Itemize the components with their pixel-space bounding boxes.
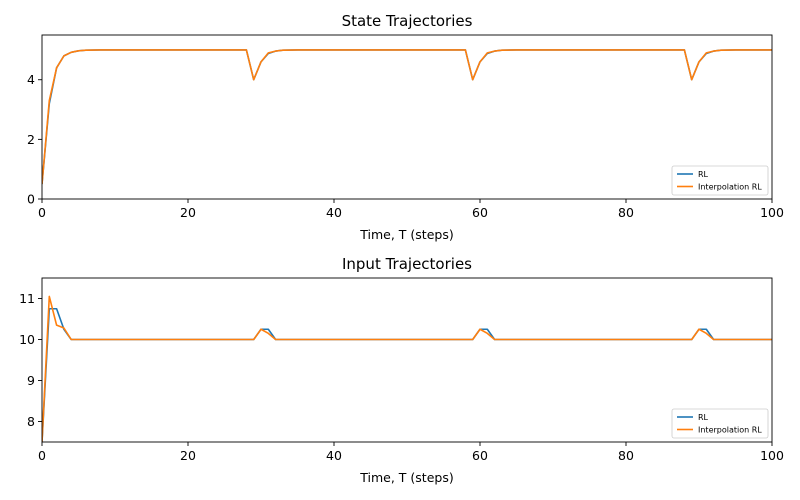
x-tick-label: 100 [760,205,784,220]
chart-panel-2: Input Trajectories 0 20 40 60 80 100 8 9 10 11 Time… [19,255,784,485]
chart-panel-1: State Trajectories 0 20 40 60 80 100 0 2 4 Time, T… [27,12,784,242]
axes-frame [42,278,772,442]
x-tick-label: 60 [472,205,488,220]
x-tick-label: 80 [618,205,634,220]
y-tick-label: 0 [27,192,35,207]
chart-title: Input Trajectories [342,255,472,273]
y-tick-label: 8 [27,414,35,429]
x-tick-label: 40 [326,205,342,220]
y-tick-label: 4 [27,72,35,87]
y-tick-label: 9 [27,373,35,388]
series-line-interpolation-rl [42,50,772,184]
legend-label: RL [698,170,709,179]
series-line-interpolation-rl [42,296,772,442]
x-tick-label: 0 [38,205,46,220]
x-tick-label: 20 [180,205,196,220]
legend: RL Interpolation RL [672,166,768,195]
x-tick-label: 60 [472,448,488,463]
x-tick-label: 0 [38,448,46,463]
x-axis-label: Time, T (steps) [359,227,453,242]
chart-title: State Trajectories [342,12,473,30]
legend-label: Interpolation RL [698,183,762,192]
series-line-rl [42,50,772,184]
legend-label: Interpolation RL [698,426,762,435]
y-tick-label: 2 [27,132,35,147]
legend: RL Interpolation RL [672,409,768,438]
x-tick-label: 20 [180,448,196,463]
legend-label: RL [698,413,709,422]
series-line-rl [42,309,772,442]
y-tick-label: 10 [19,332,35,347]
x-tick-label: 80 [618,448,634,463]
axes-frame [42,35,772,199]
x-tick-label: 40 [326,448,342,463]
y-tick-label: 11 [19,291,35,306]
x-tick-label: 100 [760,448,784,463]
x-axis-label: Time, T (steps) [359,470,453,485]
